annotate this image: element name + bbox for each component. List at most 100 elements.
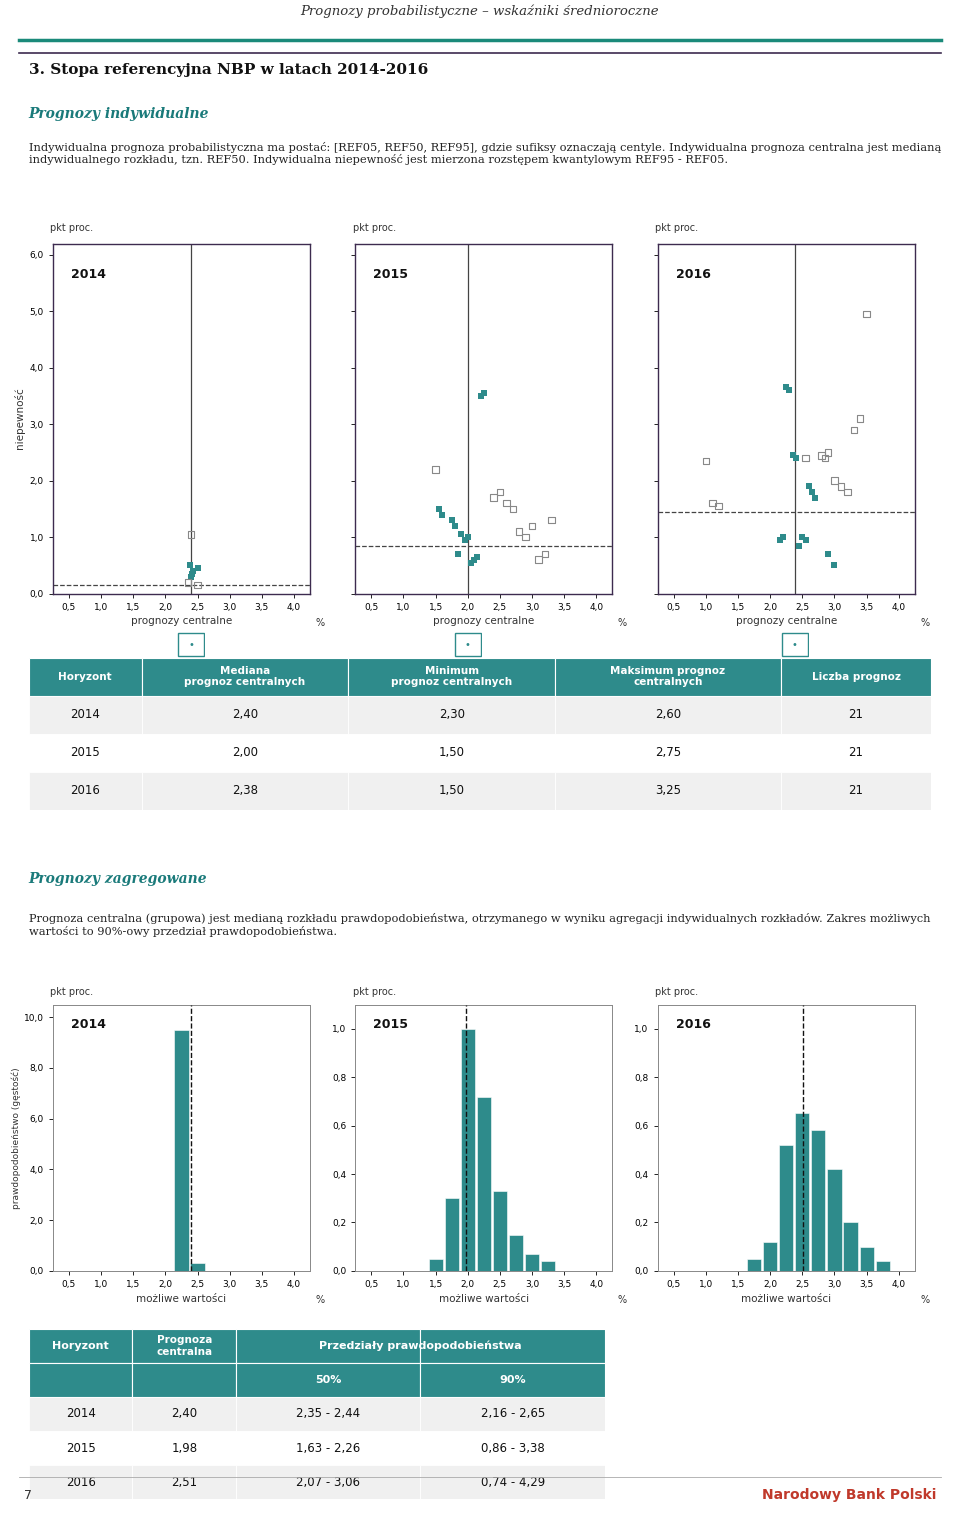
Text: Liczba prognoz: Liczba prognoz (811, 671, 900, 682)
Text: Prognoza centralna (grupowa) jest medianą rozkładu prawdopodobieństwa, otrzymane: Prognoza centralna (grupowa) jest median… (29, 913, 930, 938)
Text: 2,40: 2,40 (171, 1408, 198, 1420)
Text: Prognozy indywidualne: Prognozy indywidualne (29, 107, 209, 120)
Bar (236, 1362, 420, 1397)
Point (476, 380, 492, 405)
Point (467, 548, 482, 572)
Point (512, 519, 527, 543)
Bar (236, 1397, 420, 1431)
Text: Horyzont: Horyzont (59, 671, 112, 682)
Bar (828, 1169, 842, 1271)
Text: 2016: 2016 (676, 268, 710, 282)
Point (434, 502, 449, 527)
Text: 2016: 2016 (65, 1476, 96, 1489)
Point (788, 446, 804, 470)
Text: 2,35 - 2,44: 2,35 - 2,44 (297, 1408, 360, 1420)
Bar (348, 734, 555, 772)
Point (785, 443, 801, 467)
Bar (780, 696, 931, 734)
Text: 2,40: 2,40 (232, 708, 258, 721)
Bar (29, 696, 142, 734)
Text: Narodowy Bank Polski: Narodowy Bank Polski (761, 1489, 936, 1502)
Bar (780, 658, 931, 696)
Text: Minimum
prognoz centralnych: Minimum prognoz centralnych (392, 665, 513, 688)
Text: 2014: 2014 (71, 1018, 106, 1030)
Text: pkt proc.: pkt proc. (655, 224, 698, 233)
Bar (29, 1431, 132, 1466)
Text: pkt proc.: pkt proc. (352, 224, 396, 233)
Bar (525, 1254, 540, 1271)
Bar (859, 1247, 874, 1271)
Bar (29, 734, 142, 772)
Text: 7: 7 (24, 1489, 32, 1502)
Point (184, 562, 200, 586)
Bar (132, 1329, 236, 1362)
Point (444, 508, 459, 533)
Bar (29, 1329, 132, 1362)
Bar (420, 1329, 605, 1362)
Point (791, 533, 806, 557)
Point (190, 572, 205, 597)
Point (821, 542, 836, 566)
Bar (509, 1234, 523, 1271)
Point (852, 406, 868, 431)
Point (531, 548, 546, 572)
Text: Przedziały prawdopodobieństwa: Przedziały prawdopodobieństwa (319, 1341, 522, 1352)
Bar (132, 1362, 236, 1397)
Point (859, 301, 875, 326)
Text: Prognozy zagregowane: Prognozy zagregowane (29, 872, 207, 886)
Bar (190, 1263, 204, 1271)
Text: 21: 21 (849, 708, 863, 721)
Bar (348, 696, 555, 734)
Point (182, 552, 198, 577)
Y-axis label: prawdopodobieństwo (gęstość): prawdopodobieństwo (gęstość) (12, 1067, 21, 1208)
Text: 2,30: 2,30 (439, 708, 465, 721)
Text: 2,07 - 3,06: 2,07 - 3,06 (297, 1476, 360, 1489)
Bar (420, 1466, 605, 1499)
Text: %: % (617, 618, 627, 629)
Bar (428, 1259, 443, 1271)
Text: 2014: 2014 (71, 268, 106, 282)
Text: Indywidualna prognoza probabilistyczna ma postać: [REF05, REF50, REF95], gdzie s: Indywidualna prognoza probabilistyczna m… (29, 142, 941, 166)
Bar (781, 633, 807, 656)
Point (183, 565, 199, 589)
Bar (555, 772, 780, 810)
X-axis label: możliwe wartości: możliwe wartości (136, 1294, 227, 1304)
Bar (492, 1190, 507, 1271)
Point (183, 522, 199, 546)
Point (543, 508, 559, 533)
Point (450, 542, 466, 566)
Text: 1,50: 1,50 (439, 784, 465, 798)
Bar (541, 1262, 555, 1271)
Text: 2015: 2015 (66, 1441, 95, 1455)
Bar (876, 1262, 890, 1271)
Point (781, 377, 797, 402)
Point (454, 522, 469, 546)
Text: 2015: 2015 (373, 268, 408, 282)
Point (518, 525, 534, 549)
Point (185, 559, 201, 583)
Text: •: • (188, 641, 194, 650)
Point (821, 440, 836, 464)
Bar (555, 734, 780, 772)
Text: 1,63 - 2,26: 1,63 - 2,26 (297, 1441, 360, 1455)
Point (538, 542, 553, 566)
Text: Prognoza
centralna: Prognoza centralna (156, 1335, 212, 1356)
Point (846, 417, 861, 441)
Bar (29, 658, 142, 696)
Point (840, 479, 855, 504)
Point (827, 552, 842, 577)
Point (711, 493, 727, 517)
Point (486, 486, 501, 510)
X-axis label: możliwe wartości: możliwe wartości (741, 1294, 831, 1304)
Point (776, 525, 791, 549)
Point (801, 475, 816, 499)
Text: pkt proc.: pkt proc. (352, 986, 396, 997)
Point (428, 457, 444, 481)
Bar (142, 696, 348, 734)
Text: 1,50: 1,50 (439, 746, 465, 759)
Point (779, 376, 794, 400)
Text: 0,86 - 3,38: 0,86 - 3,38 (481, 1441, 544, 1455)
Bar (420, 1431, 605, 1466)
Point (447, 513, 463, 537)
Bar (175, 1030, 188, 1271)
